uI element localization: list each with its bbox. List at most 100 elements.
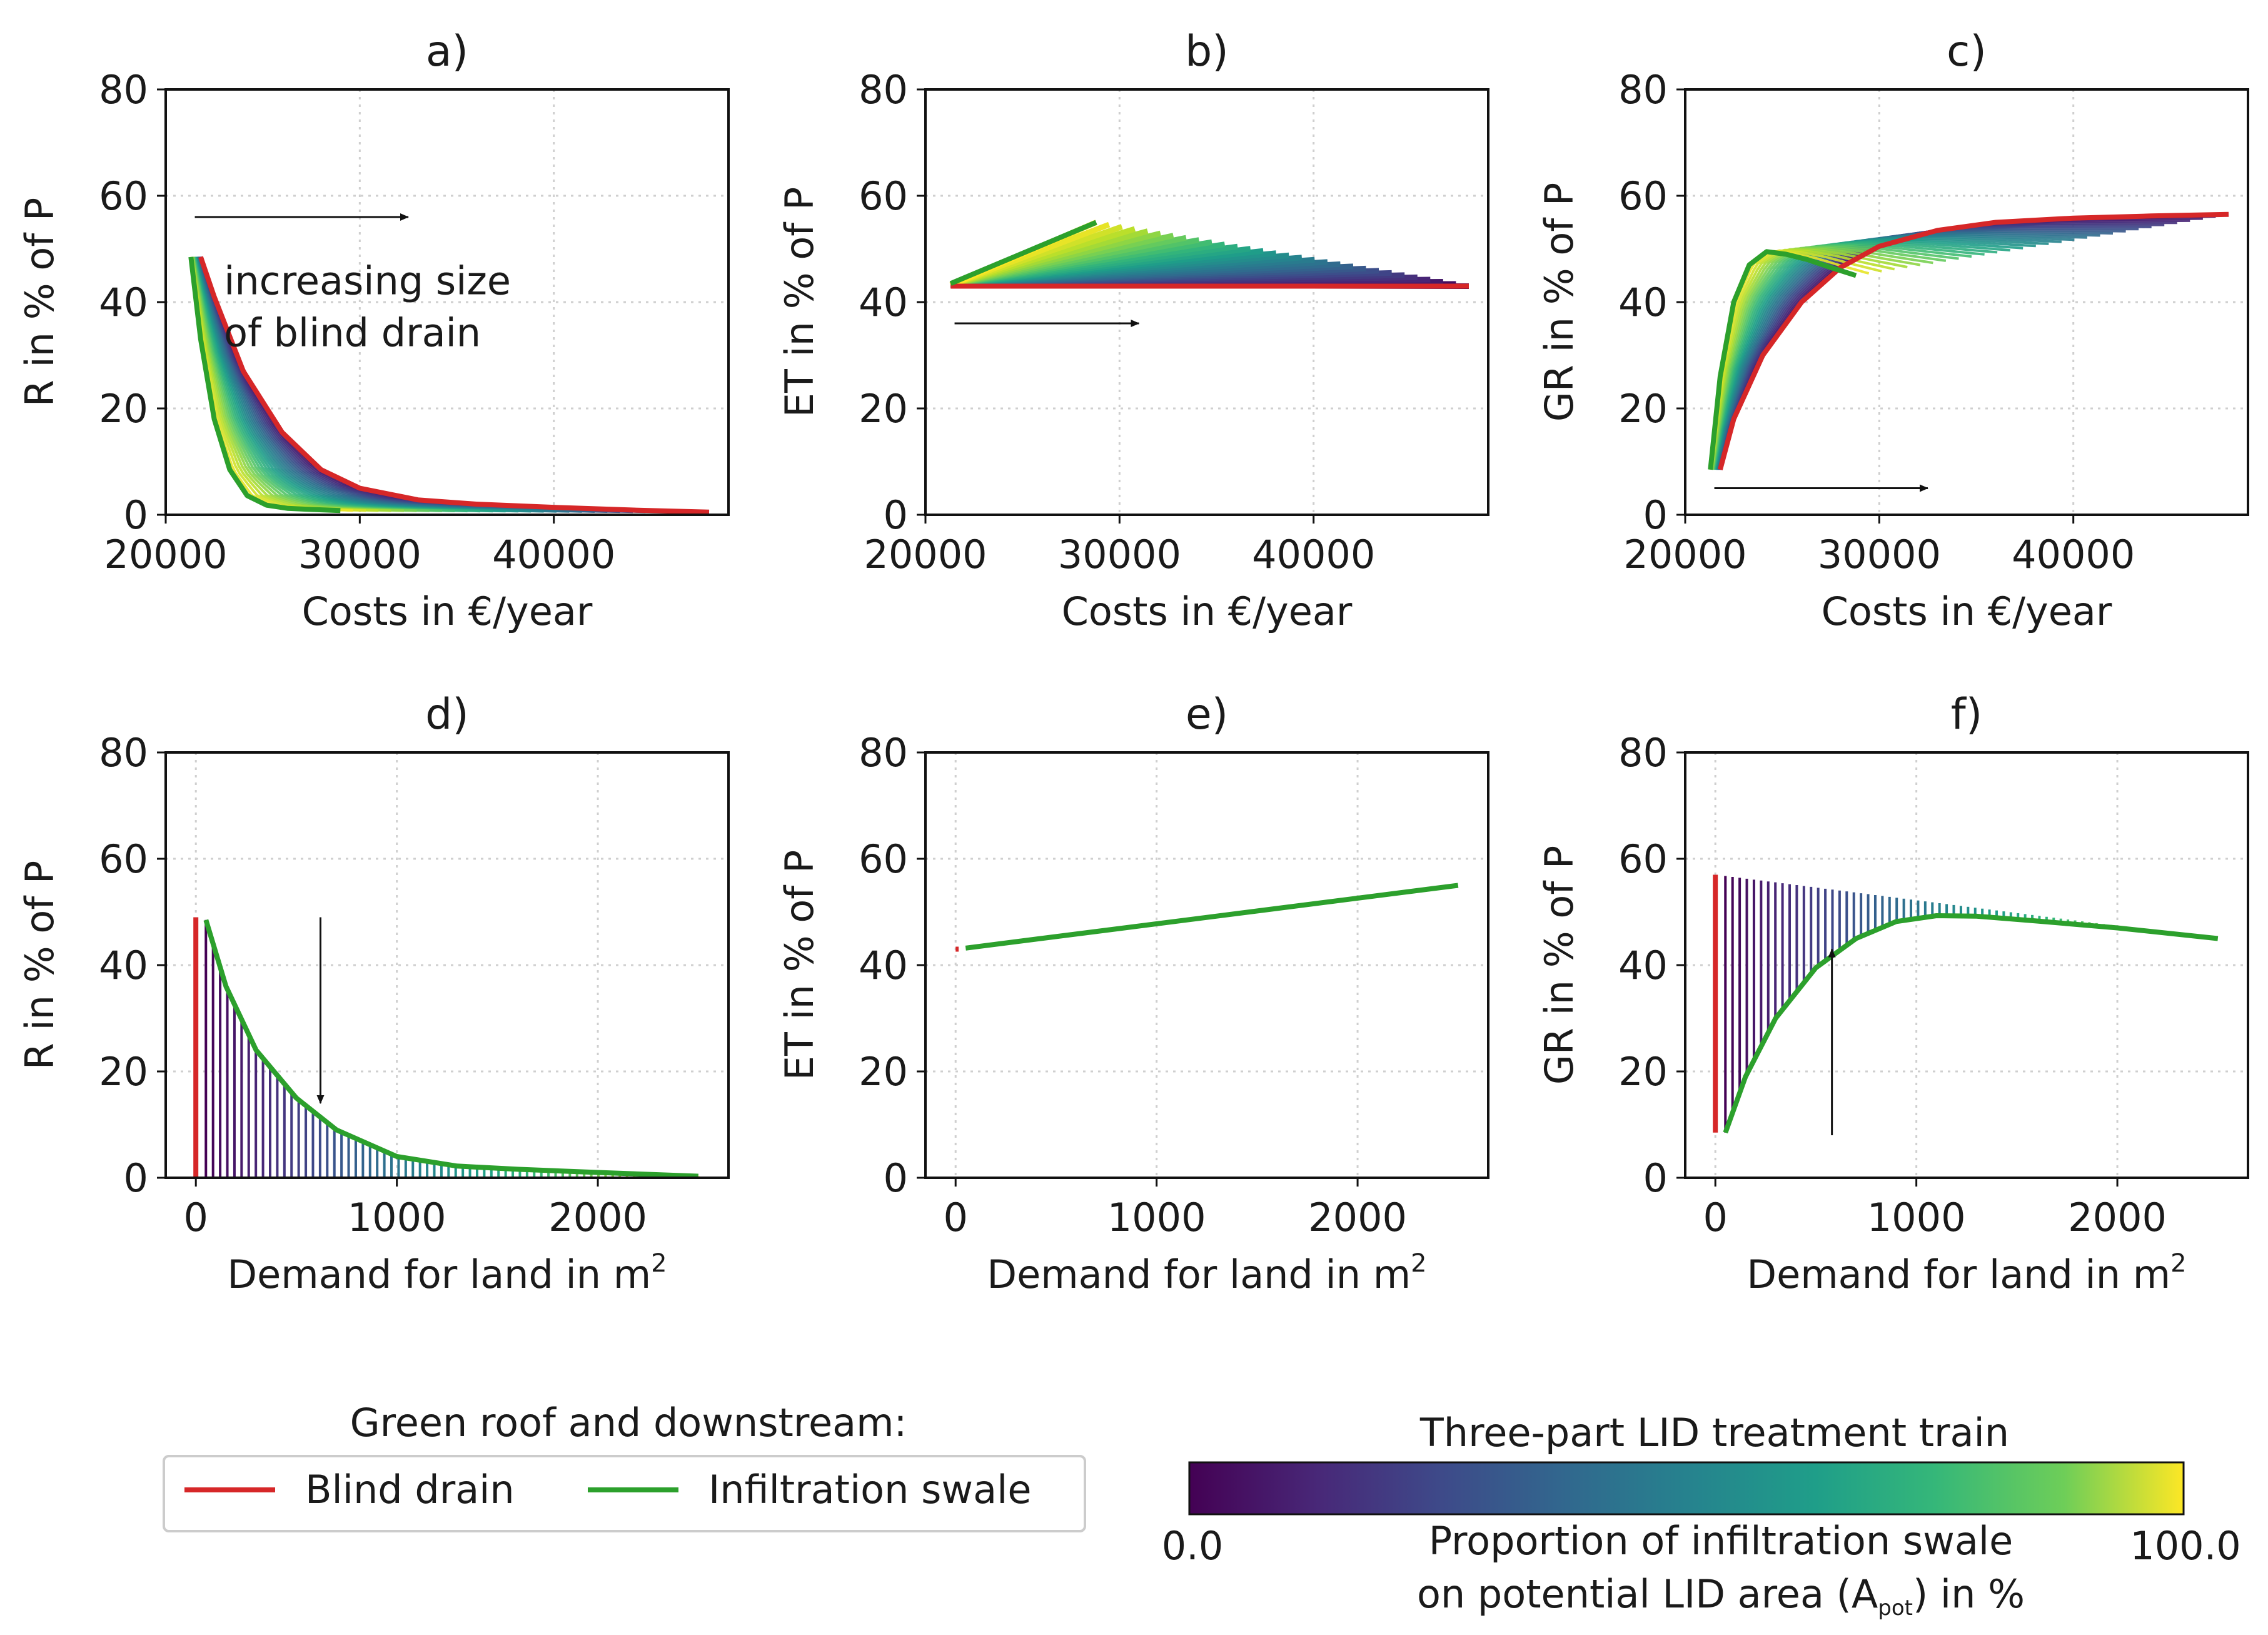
panel-c: 20000 30000 40000 0 20 40 60 80 c) Costs in €/yea…: [1536, 27, 2249, 634]
legend-title: Green roof and downstream:: [350, 1400, 907, 1445]
x-tick-label: 2000: [2068, 1195, 2167, 1240]
x-tick-label: 30000: [298, 532, 421, 577]
y-tick-label: 20: [1618, 1049, 1668, 1095]
y-tick-label: 40: [859, 280, 908, 325]
x-tick-label: 1000: [1107, 1195, 1206, 1240]
y-tick-label: 0: [884, 1155, 908, 1201]
chart-title: b): [1185, 27, 1229, 76]
x-tick-label: 0: [943, 1195, 967, 1240]
x-tick-label: 40000: [1252, 532, 1375, 577]
colorbar-label-line2-post: ) in %: [1913, 1571, 2025, 1617]
series-infiltration-swale: [965, 883, 1459, 951]
panel-e: 0 1000 2000 0 20 40 60 80 e) Demand for land in m…: [777, 690, 1489, 1297]
x-axis-label-text: Costs in €/year: [1822, 589, 2112, 634]
chart-title: d): [425, 690, 469, 739]
y-tick-label: 60: [859, 173, 908, 219]
y-tick-label: 0: [1643, 1155, 1668, 1201]
x-axis-label: Demand for land in m2: [227, 1249, 667, 1297]
series-infiltration-swale: [949, 220, 1097, 286]
panel-f: 0 1000 2000 0 20 40 60 80 f) Demand for land in m…: [1536, 690, 2249, 1297]
colorbar-gradient: [1188, 1461, 2185, 1516]
y-axis-label: ET in % of P: [777, 850, 822, 1080]
x-axis-label-text: Costs in €/year: [1062, 589, 1353, 634]
y-tick-label: 60: [1618, 173, 1668, 219]
x-axis-label-superscript: 2: [2170, 1249, 2186, 1278]
y-axis-label: R in % of P: [17, 861, 63, 1070]
colorbar-max-label: 100.0: [2130, 1523, 2241, 1569]
x-tick-label: 0: [1703, 1195, 1727, 1240]
y-tick-label: 0: [124, 1155, 148, 1201]
colorbar-label-line2: on potential LID area (Apot) in %: [1417, 1571, 2025, 1621]
legend-box: [163, 1455, 1086, 1532]
y-tick-label: 0: [124, 492, 148, 538]
x-axis-label-superscript: 2: [651, 1249, 667, 1278]
panel-b: 20000 30000 40000 0 20 40 60 80 b) Costs in €/yea…: [777, 27, 1489, 634]
family-curve: [1711, 246, 1933, 470]
y-tick-label: 0: [884, 492, 908, 538]
y-axis-label: ET in % of P: [777, 187, 822, 417]
x-axis-label-text: Costs in €/year: [302, 589, 593, 634]
y-tick-label: 40: [99, 943, 148, 988]
y-tick-label: 40: [99, 280, 148, 325]
y-tick-label: 20: [859, 386, 908, 432]
x-tick-label: 1000: [1867, 1195, 1966, 1240]
chart-title: f): [1951, 690, 1982, 739]
x-axis-label: Costs in €/year: [1822, 589, 2112, 634]
x-tick-label: 30000: [1058, 532, 1181, 577]
family-curve: [1710, 248, 1895, 470]
x-tick-label: 40000: [2012, 532, 2135, 577]
panel-d: 0 1000 2000 0 20 40 60 80 d) Demand for land in m…: [17, 690, 730, 1297]
x-axis-label: Costs in €/year: [1062, 589, 1353, 634]
series-infiltration-swale: [203, 919, 698, 1179]
family-curve: [1710, 248, 1908, 470]
annotation-text: increasing size: [224, 258, 511, 303]
colorbar-title: Three-part LID treatment train: [1419, 1410, 2009, 1455]
y-axis-label: GR in % of P: [1536, 183, 1582, 422]
family-curve: [1710, 249, 1882, 470]
x-tick-label: 0: [183, 1195, 208, 1240]
x-tick-label: 20000: [104, 532, 227, 577]
colorbar: Three-part LID treatment train 0.0 100.0…: [1162, 1410, 2241, 1621]
series-infiltration-swale: [188, 256, 341, 514]
y-tick-label: 80: [859, 730, 908, 776]
y-tick-label: 60: [1618, 836, 1668, 882]
series-infiltration-swale: [1723, 913, 2219, 1134]
x-axis-label-text: Demand for land in m: [1746, 1252, 2170, 1297]
x-axis-label: Demand for land in m2: [1746, 1249, 2186, 1297]
x-tick-label: 2000: [1308, 1195, 1407, 1240]
legend-label-infiltration-swale: Infiltration swale: [708, 1467, 1032, 1512]
y-tick-label: 20: [1618, 386, 1668, 432]
panel-a: increasing size of blind drain 20000 30000 4…: [17, 27, 730, 634]
colorbar-label-line2-sub: pot: [1878, 1596, 1913, 1621]
y-tick-label: 20: [99, 1049, 148, 1095]
y-tick-label: 80: [1618, 730, 1668, 776]
x-tick-label: 1000: [348, 1195, 446, 1240]
y-axis-label: R in % of P: [17, 198, 63, 407]
legend-label-blind-drain: Blind drain: [305, 1467, 515, 1512]
chart-title: e): [1186, 690, 1228, 739]
x-axis-label-text: Demand for land in m: [227, 1252, 651, 1297]
x-tick-label: 30000: [1818, 532, 1941, 577]
series-blind-drain: [198, 256, 710, 515]
x-tick-label: 40000: [492, 532, 615, 577]
x-tick-label: 20000: [864, 532, 987, 577]
y-tick-label: 20: [99, 386, 148, 432]
y-tick-label: 40: [1618, 280, 1668, 325]
x-tick-label: 20000: [1623, 532, 1746, 577]
y-tick-label: 80: [859, 67, 908, 113]
x-axis-label: Demand for land in m2: [987, 1249, 1426, 1297]
family-curve: [1714, 235, 2062, 470]
annotation-text: of blind drain: [224, 310, 481, 355]
y-tick-label: 40: [859, 943, 908, 988]
y-tick-label: 60: [859, 836, 908, 882]
y-axis-label: GR in % of P: [1536, 846, 1582, 1085]
y-tick-label: 80: [99, 67, 148, 113]
x-axis-label: Costs in €/year: [302, 589, 593, 634]
x-axis-label-superscript: 2: [1411, 1249, 1426, 1278]
y-tick-label: 60: [99, 836, 148, 882]
chart-title: c): [1947, 27, 1987, 76]
y-tick-label: 20: [859, 1049, 908, 1095]
y-tick-label: 0: [1643, 492, 1668, 538]
